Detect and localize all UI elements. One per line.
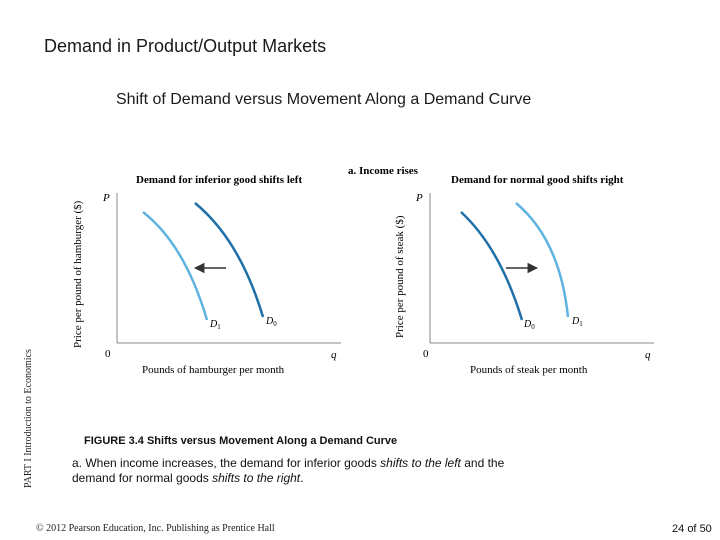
x-axis-symbol-left: q (331, 349, 337, 361)
x-axis-label-left: Pounds of hamburger per month (142, 364, 285, 376)
figure-caption-text: a. When income increases, the demand for… (72, 456, 505, 485)
page-total: 50 (699, 523, 712, 535)
slide-title: Demand in Product/Output Markets (44, 36, 327, 56)
y-axis-label-left: Price per pound of hamburger ($) (72, 200, 84, 348)
demand-curve-left-original (194, 202, 265, 318)
x-axis-label-right: Pounds of steak per month (470, 364, 588, 376)
figure-3-4: a. Income rises Demand for inferior good… (72, 165, 654, 376)
curve-label-left-original: D0 (265, 316, 277, 328)
page-sep: of (687, 523, 697, 535)
panel-heading: a. Income rises (348, 165, 419, 177)
y-axis-symbol-left: P (102, 192, 110, 204)
demand-curve-right-new (515, 202, 570, 318)
figure-caption-title: FIGURE 3.4 Shifts versus Movement Along … (84, 435, 398, 447)
chart-title-left: Demand for inferior good shifts left (136, 174, 302, 186)
x-axis-symbol-right: q (645, 349, 651, 361)
origin-label-left: 0 (105, 348, 111, 360)
chart-inferior-good: Demand for inferior good shifts left P q… (72, 174, 341, 376)
slide-subtitle: Shift of Demand versus Movement Along a … (116, 91, 532, 108)
y-axis-symbol-right: P (415, 192, 423, 204)
curve-label-left-new: D1 (209, 319, 221, 331)
demand-curve-left-new (142, 211, 209, 321)
chart-title-right: Demand for normal good shifts right (451, 174, 624, 186)
chart-normal-good: Demand for normal good shifts right P q … (394, 174, 654, 376)
origin-label-right: 0 (423, 348, 429, 360)
copyright-notice: © 2012 Pearson Education, Inc. Publishin… (36, 523, 275, 534)
page-current: 24 (672, 523, 685, 535)
y-axis-label-right: Price per pound of steak ($) (394, 215, 406, 338)
demand-curve-right-original (460, 211, 524, 321)
curve-label-right-original: D0 (523, 319, 535, 331)
page-indicator: 24 of 50 (672, 523, 712, 535)
curve-label-right-new: D1 (571, 316, 583, 328)
